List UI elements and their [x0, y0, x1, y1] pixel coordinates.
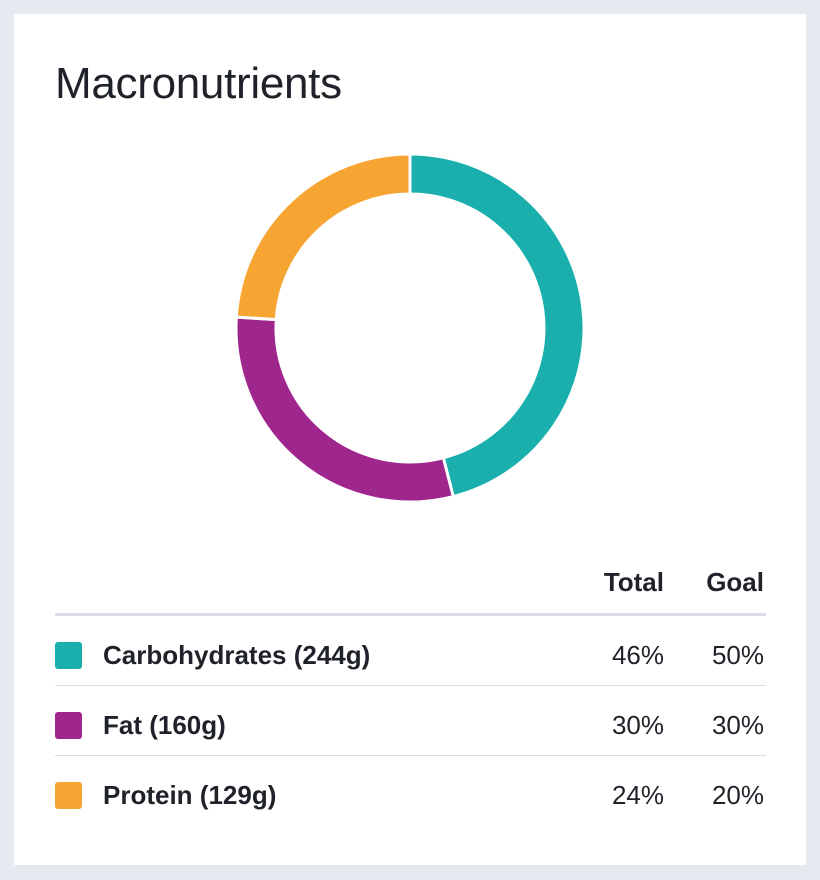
- protein-goal: 20%: [711, 780, 764, 810]
- fat-color-swatch: [55, 712, 82, 739]
- carbohydrates-total: 46%: [611, 640, 664, 670]
- macronutrient-table: Carbohydrates (244g) 46% 50% Fat (160g) …: [55, 616, 766, 825]
- donut-slice-protein: [234, 152, 412, 322]
- protein-label: Protein (129g): [103, 780, 277, 810]
- donut-slice-fat: [234, 315, 456, 504]
- card-title: Macronutrients: [55, 59, 342, 108]
- fat-goal: 30%: [711, 710, 764, 740]
- protein-color-swatch: [55, 782, 82, 809]
- table-row-protein: Protein (129g) 24% 20%: [55, 756, 766, 825]
- table-row-carbohydrates: Carbohydrates (244g) 46% 50%: [55, 616, 766, 686]
- donut-slice-carbohydrates: [408, 152, 586, 499]
- macronutrients-card: Macronutrients Total Goal Carbohydrates …: [14, 14, 806, 865]
- total-column-header: Total: [603, 567, 664, 597]
- fat-label: Fat (160g): [103, 710, 226, 740]
- goal-column-header: Goal: [706, 567, 764, 597]
- table-header: Total Goal: [55, 562, 766, 602]
- fat-total: 30%: [611, 710, 664, 740]
- carbohydrates-label: Carbohydrates (244g): [103, 640, 371, 670]
- header-divider: [55, 613, 766, 616]
- carbohydrates-goal: 50%: [711, 640, 764, 670]
- macronutrients-donut-chart: [234, 152, 586, 504]
- carbohydrates-color-swatch: [55, 642, 82, 669]
- table-row-fat: Fat (160g) 30% 30%: [55, 686, 766, 756]
- protein-total: 24%: [611, 780, 664, 810]
